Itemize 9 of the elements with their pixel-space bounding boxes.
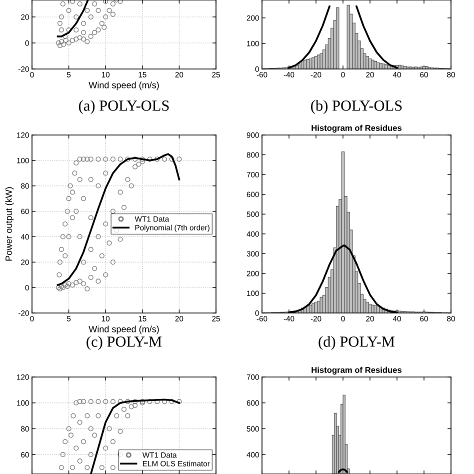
text: (b) POLY-OLS <box>311 100 402 114</box>
y-axis-title: Power output (kW) <box>5 187 14 261</box>
chart-title: Histogram of Residues <box>312 124 402 133</box>
text: (a) POLY-OLS <box>78 100 169 114</box>
x-axis-title: Wind speed (m/s) <box>88 82 159 90</box>
text: (c) POLY-M <box>86 336 162 350</box>
text: (d) POLY-M <box>318 336 395 350</box>
chart-title: Histogram of Residues <box>312 366 402 375</box>
x-axis-title: Wind speed (m/s) <box>88 326 159 334</box>
